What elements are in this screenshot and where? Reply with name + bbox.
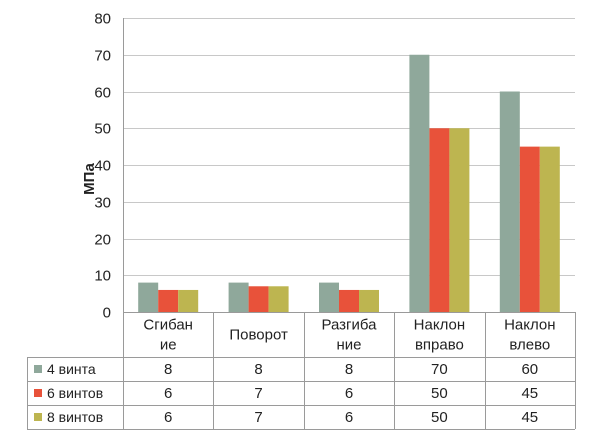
category-label: ние [336, 337, 361, 354]
category-label: Наклон [504, 317, 555, 334]
category-label: вправо [415, 337, 464, 354]
bar [499, 91, 520, 312]
data-label: 6 [345, 385, 353, 402]
legend-label: 6 винтов [47, 385, 103, 401]
category-label: Поворот [229, 327, 288, 344]
gridlines [123, 18, 575, 276]
data-label: 7 [254, 409, 262, 426]
data-label: 60 [521, 361, 538, 378]
data-table: Сгибан ие Поворот Разгиба ние Наклон вправо Нак… [27, 312, 576, 430]
bar [248, 286, 269, 312]
y-tick-label: 30 [94, 195, 111, 212]
legend-label: 8 винтов [47, 409, 103, 425]
bar [319, 282, 339, 312]
data-label: 7 [254, 385, 262, 402]
category-label: Наклон [414, 317, 465, 334]
data-label: 6 [164, 409, 172, 426]
category-label: Сгибан [143, 317, 193, 334]
category-label: Разгиба [322, 317, 378, 334]
bar [339, 289, 359, 312]
legend-key [34, 389, 42, 397]
data-label: 8 [164, 361, 172, 378]
y-tick-label: 80 [94, 11, 111, 28]
bar [359, 289, 379, 312]
y-tick-label: 50 [94, 121, 111, 138]
bar [158, 289, 179, 312]
legend-key [34, 413, 42, 421]
legend-label: 4 винта [47, 361, 96, 377]
bar [429, 128, 450, 312]
bar [449, 128, 470, 312]
y-axis-title: МПа [81, 163, 98, 195]
y-tick-label: 10 [94, 268, 111, 285]
data-label: 8 [345, 361, 353, 378]
y-tick-label: 0 [103, 305, 111, 322]
data-label: 50 [431, 409, 448, 426]
category-label: ие [160, 337, 177, 354]
bar [228, 282, 249, 312]
bar [409, 54, 430, 312]
y-tick-label: 20 [94, 232, 111, 249]
data-label: 45 [521, 385, 538, 402]
y-tick-label: 40 [94, 158, 111, 175]
bar [178, 289, 199, 312]
data-label: 45 [521, 409, 538, 426]
data-label: 8 [254, 361, 262, 378]
bar [138, 282, 159, 312]
bar [519, 146, 540, 312]
data-label: 70 [431, 361, 448, 378]
category-label: влево [509, 337, 550, 354]
legend-key [34, 365, 42, 373]
y-tick-label: 70 [94, 48, 111, 65]
bars [138, 54, 560, 312]
data-label: 6 [345, 409, 353, 426]
axes: 0 10 20 30 40 50 60 70 80 МПа [81, 11, 124, 322]
y-tick-label: 60 [94, 85, 111, 102]
bar [268, 286, 289, 312]
bar [539, 146, 560, 312]
data-label: 50 [431, 385, 448, 402]
data-label: 6 [164, 385, 172, 402]
